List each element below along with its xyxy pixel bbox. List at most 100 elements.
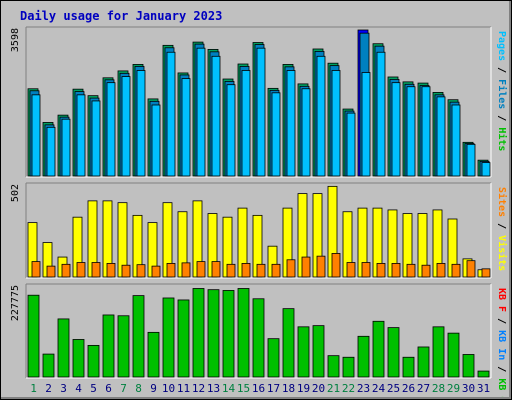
x-tick-label-11: 11 (177, 382, 190, 395)
bar-pages-18 (286, 70, 296, 177)
x-tick-label-28: 28 (432, 382, 445, 395)
bar-sites-10 (166, 263, 176, 278)
bar-pages-21 (331, 70, 341, 177)
bar-sites-8 (136, 264, 146, 278)
bar-pages-27 (421, 86, 431, 177)
bar-sites-9 (151, 265, 161, 278)
bar-kbout-26 (402, 356, 415, 378)
bar-pages-7 (121, 76, 131, 177)
x-tick-label-16: 16 (252, 382, 265, 395)
x-tick-label-12: 12 (192, 382, 205, 395)
x-tick-label-2: 2 (45, 382, 52, 395)
bar-kbout-7 (117, 315, 130, 378)
bar-sites-31 (481, 268, 491, 278)
x-tick-label-26: 26 (402, 382, 415, 395)
bar-sites-13 (211, 261, 221, 278)
side-label-part: KB In (496, 330, 507, 360)
bar-sites-15 (241, 263, 251, 278)
x-tick-label-30: 30 (462, 382, 475, 395)
x-tick-label-31: 31 (477, 382, 490, 395)
bar-kbout-24 (372, 320, 385, 378)
x-tick-label-24: 24 (372, 382, 386, 395)
bar-pages-28 (436, 96, 446, 177)
x-tick-label-8: 8 (135, 382, 142, 395)
bar-kbout-9 (147, 331, 160, 378)
bar-kbout-29 (447, 332, 460, 378)
x-tick-label-15: 15 (237, 382, 250, 395)
bar-kbout-6 (102, 314, 115, 378)
bar-sites-2 (46, 265, 56, 278)
bar-sites-26 (406, 263, 416, 278)
side-label-hits: Pages / Files / Hits (496, 31, 508, 151)
bar-pages-29 (451, 104, 461, 177)
x-tick-label-20: 20 (312, 382, 325, 395)
bar-pages-1 (31, 94, 41, 177)
side-label-visits: Sites / Visits (496, 187, 508, 271)
side-label-part: / (496, 61, 507, 79)
x-tick-label-14: 14 (222, 382, 236, 395)
bar-pages-30 (466, 143, 476, 177)
bar-kbout-12 (192, 288, 205, 378)
bar-kbout-23 (357, 335, 370, 378)
bar-sites-7 (121, 264, 131, 278)
bar-sites-18 (286, 259, 296, 278)
bar-pages-8 (136, 70, 146, 177)
x-tick-label-25: 25 (387, 382, 400, 395)
bar-pages-4 (76, 94, 86, 177)
bar-pages-24 (376, 51, 386, 177)
bar-sites-21 (331, 253, 341, 278)
bar-kbout-14 (222, 290, 235, 378)
x-tick-label-23: 23 (357, 382, 370, 395)
bar-pages-23 (361, 72, 371, 177)
side-label-part: / (496, 109, 507, 127)
bar-sites-11 (181, 262, 191, 278)
x-tick-label-4: 4 (75, 382, 82, 395)
y-max-label-hits: 3598 (10, 28, 21, 52)
bar-pages-26 (406, 86, 416, 177)
bar-sites-27 (421, 264, 431, 278)
bar-sites-1 (31, 261, 41, 278)
bar-kbout-1 (27, 294, 40, 378)
bar-kbout-4 (72, 339, 85, 378)
bar-pages-14 (226, 84, 236, 177)
bar-sites-30 (466, 260, 476, 278)
bar-kbout-18 (282, 308, 295, 378)
bar-kbout-27 (417, 346, 430, 378)
bar-kbout-19 (297, 326, 310, 378)
bar-sites-12 (196, 261, 206, 278)
bar-kbout-16 (252, 298, 265, 378)
bar-kbout-2 (42, 353, 55, 378)
x-tick-label-29: 29 (447, 382, 460, 395)
bar-sites-29 (451, 263, 461, 278)
bar-pages-11 (181, 78, 191, 177)
bar-pages-25 (391, 82, 401, 177)
x-tick-label-21: 21 (327, 382, 340, 395)
bar-pages-15 (241, 70, 251, 177)
bar-sites-22 (346, 262, 356, 278)
x-tick-label-3: 3 (60, 382, 67, 395)
y-max-label-kbytes: 227775 (10, 285, 21, 321)
bar-sites-3 (61, 263, 71, 278)
bar-sites-24 (376, 263, 386, 278)
bar-kbout-17 (267, 338, 280, 378)
bar-sites-6 (106, 263, 116, 278)
bar-kbout-28 (432, 326, 445, 378)
bar-kbout-21 (327, 355, 340, 378)
y-max-label-visits: 502 (10, 184, 21, 202)
bar-sites-19 (301, 256, 311, 278)
bar-kbout-20 (312, 325, 325, 378)
bar-sites-23 (361, 262, 371, 278)
bar-kbout-25 (387, 327, 400, 378)
x-tick-label-19: 19 (297, 382, 310, 395)
bar-pages-6 (106, 82, 116, 177)
bar-sites-17 (271, 263, 281, 278)
bar-pages-13 (211, 55, 221, 177)
x-tick-label-27: 27 (417, 382, 430, 395)
x-tick-label-18: 18 (282, 382, 295, 395)
bar-pages-12 (196, 47, 206, 177)
side-label-part: / (496, 360, 507, 378)
bar-sites-28 (436, 263, 446, 278)
bar-pages-17 (271, 92, 281, 177)
